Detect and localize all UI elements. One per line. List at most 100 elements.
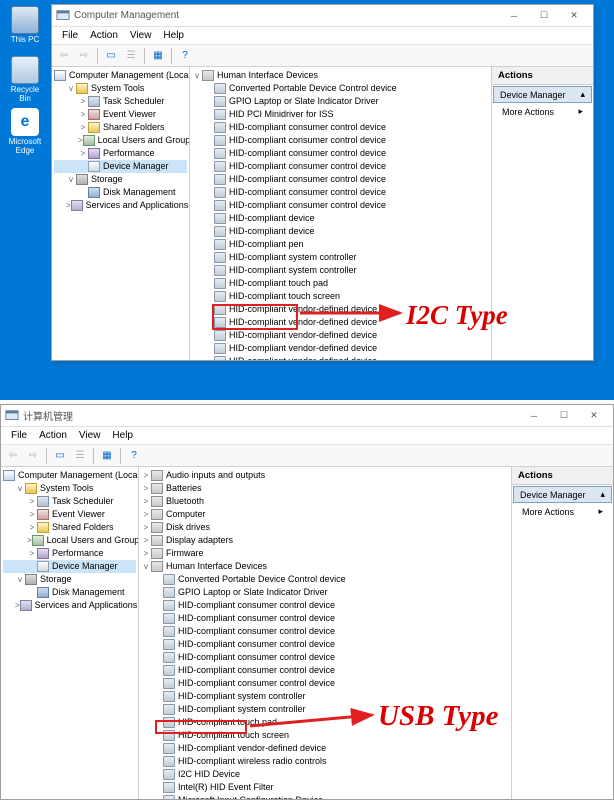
expand-icon[interactable]: v	[66, 82, 76, 95]
tree-item-computer[interactable]: > Computer	[141, 508, 509, 521]
tree-item-dev[interactable]: HID-compliant consumer control device	[141, 664, 509, 677]
menu-file[interactable]: File	[5, 430, 33, 441]
tree-item-dev[interactable]: HID-compliant consumer control device	[192, 121, 489, 134]
tree-item-dev[interactable]: HID-compliant consumer control device	[141, 638, 509, 651]
menu-help[interactable]: Help	[106, 430, 139, 441]
expand-icon[interactable]: >	[141, 482, 151, 495]
minimize-button[interactable]: ─	[499, 6, 529, 26]
tree-item-system-tools[interactable]: v System Tools	[54, 82, 187, 95]
expand-icon[interactable]: >	[27, 495, 37, 508]
tree-item-dev-i2c-hl[interactable]: I2C HID Device	[141, 768, 509, 781]
tree-item-dev[interactable]: HID-compliant consumer control device	[192, 160, 489, 173]
expand-icon[interactable]: >	[27, 508, 37, 521]
tree-item-dev[interactable]: HID-compliant pen	[192, 238, 489, 251]
close-button[interactable]: ✕	[559, 6, 589, 26]
toolbar-show-hide-button[interactable]: ▭	[51, 447, 69, 465]
tree-item-dev[interactable]: Microsoft Input Configuration Device	[141, 794, 509, 799]
tree-item-local-users[interactable]: > Local Users and Groups	[54, 134, 187, 147]
toolbar-view-button[interactable]: ▦	[98, 447, 116, 465]
tree-item-dev[interactable]: HID-compliant consumer control device	[192, 173, 489, 186]
toolbar-help-button[interactable]: ?	[125, 447, 143, 465]
tree-item-dev[interactable]: HID-compliant vendor-defined device	[192, 342, 489, 355]
tree-item-dev[interactable]: HID-compliant consumer control device	[192, 134, 489, 147]
menu-view[interactable]: View	[73, 430, 107, 441]
tree-item-services-apps[interactable]: > Services and Applications	[3, 599, 136, 612]
tree-item-performance[interactable]: > Performance	[54, 147, 187, 160]
expand-icon[interactable]: >	[141, 547, 151, 560]
tree-item-dev[interactable]: HID-compliant vendor-defined device	[141, 742, 509, 755]
tree-item-dev[interactable]: HID-compliant wireless radio controls	[141, 755, 509, 768]
tree-item-shared-folders[interactable]: > Shared Folders	[54, 121, 187, 134]
tree-item-dev[interactable]: HID-compliant system controller	[192, 264, 489, 277]
tree-item-audio[interactable]: > Audio inputs and outputs	[141, 469, 509, 482]
menu-help[interactable]: Help	[157, 30, 190, 41]
tree-item-dev[interactable]: Intel(R) HID Event Filter	[141, 781, 509, 794]
tree-item-shared-folders[interactable]: > Shared Folders	[3, 521, 136, 534]
tree-item-dev[interactable]: HID-compliant consumer control device	[192, 186, 489, 199]
expand-icon[interactable]: >	[78, 95, 88, 108]
expand-icon[interactable]: v	[141, 560, 151, 573]
tree-item-disk-management[interactable]: Disk Management	[54, 186, 187, 199]
tree-item-disk-management[interactable]: Disk Management	[3, 586, 136, 599]
menu-action[interactable]: Action	[84, 30, 124, 41]
tree-item-dev[interactable]: HID-compliant device	[192, 212, 489, 225]
tree-item-disk-drives[interactable]: > Disk drives	[141, 521, 509, 534]
expand-icon[interactable]: >	[78, 108, 88, 121]
more-actions[interactable]: More Actions▸	[512, 504, 613, 519]
expand-icon[interactable]: v	[66, 173, 76, 186]
expand-icon[interactable]: >	[78, 147, 88, 160]
tree-item-dev[interactable]: HID-compliant consumer control device	[141, 599, 509, 612]
toolbar-view-button[interactable]: ▦	[149, 47, 167, 65]
expand-icon[interactable]: >	[78, 121, 88, 134]
tree-item-event-viewer[interactable]: > Event Viewer	[54, 108, 187, 121]
tree-item-dev[interactable]: GPIO Laptop or Slate Indicator Driver	[192, 95, 489, 108]
expand-icon[interactable]: >	[141, 469, 151, 482]
desktop-icon-this-pc[interactable]: This PC	[6, 6, 44, 44]
tree-item-root[interactable]: Computer Management (Local)	[3, 469, 136, 482]
menu-view[interactable]: View	[124, 30, 158, 41]
expand-icon[interactable]: >	[141, 495, 151, 508]
tree-item-dev[interactable]: Converted Portable Device Control device	[192, 82, 489, 95]
actions-selected[interactable]: Device Manager▴	[493, 86, 592, 103]
tree-item-task-scheduler[interactable]: > Task Scheduler	[3, 495, 136, 508]
tree-item-root[interactable]: Computer Management (Local)	[54, 69, 187, 82]
tree-item-device-manager[interactable]: Device Manager	[54, 160, 187, 173]
expand-icon[interactable]: >	[141, 521, 151, 534]
expand-icon[interactable]: >	[141, 534, 151, 547]
expand-icon[interactable]: >	[27, 547, 37, 560]
toolbar-show-hide-button[interactable]: ▭	[102, 47, 120, 65]
tree-item-dev[interactable]: HID-compliant consumer control device	[192, 147, 489, 160]
tree-item-dev[interactable]: HID-compliant consumer control device	[192, 199, 489, 212]
tree-item-device-manager[interactable]: Device Manager	[3, 560, 136, 573]
tree-item-hid-category[interactable]: v Human Interface Devices	[192, 69, 489, 82]
tree-item-dev[interactable]: HID-compliant system controller	[192, 251, 489, 264]
tree-item-dev[interactable]: HID-compliant consumer control device	[141, 651, 509, 664]
tree-item-dev[interactable]: HID-compliant consumer control device	[141, 677, 509, 690]
tree-item-dev[interactable]: HID-compliant device	[192, 225, 489, 238]
menu-file[interactable]: File	[56, 30, 84, 41]
tree-item-batteries[interactable]: > Batteries	[141, 482, 509, 495]
tree-item-local-users[interactable]: > Local Users and Groups	[3, 534, 136, 547]
expand-icon[interactable]: v	[15, 573, 25, 586]
tree-item-task-scheduler[interactable]: > Task Scheduler	[54, 95, 187, 108]
close-button[interactable]: ✕	[579, 406, 609, 426]
expand-icon[interactable]: >	[27, 521, 37, 534]
expand-icon[interactable]: >	[141, 508, 151, 521]
tree-item-bluetooth[interactable]: > Bluetooth	[141, 495, 509, 508]
expand-icon[interactable]: v	[15, 482, 25, 495]
tree-item-display-adapters[interactable]: > Display adapters	[141, 534, 509, 547]
desktop-icon-edge[interactable]: Microsoft Edge	[6, 108, 44, 155]
tree-item-dev[interactable]: HID-compliant consumer control device	[141, 625, 509, 638]
maximize-button[interactable]: ☐	[549, 406, 579, 426]
tree-item-hid-category[interactable]: v Human Interface Devices	[141, 560, 509, 573]
tree-item-dev[interactable]: HID PCI Minidriver for ISS	[192, 108, 489, 121]
actions-selected[interactable]: Device Manager▴	[513, 486, 612, 503]
tree-item-system-tools[interactable]: v System Tools	[3, 482, 136, 495]
tree-item-storage[interactable]: v Storage	[54, 173, 187, 186]
desktop-icon-recycle-bin[interactable]: Recycle Bin	[6, 56, 44, 103]
tree-item-dev[interactable]: HID-compliant vendor-defined device	[192, 355, 489, 360]
tree-item-storage[interactable]: v Storage	[3, 573, 136, 586]
more-actions[interactable]: More Actions▸	[492, 104, 593, 119]
tree-item-dev[interactable]: Converted Portable Device Control device	[141, 573, 509, 586]
tree-item-performance[interactable]: > Performance	[3, 547, 136, 560]
